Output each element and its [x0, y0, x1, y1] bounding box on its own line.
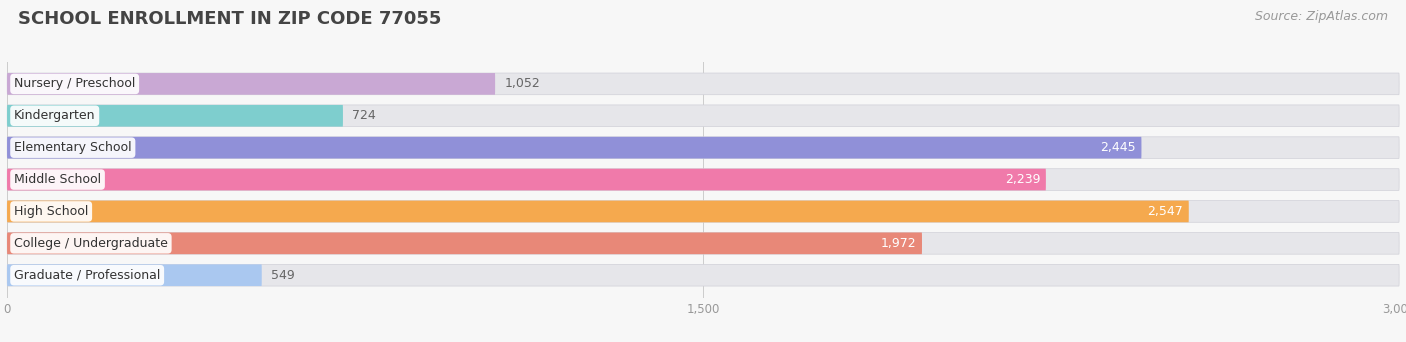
FancyBboxPatch shape [7, 169, 1399, 190]
FancyBboxPatch shape [7, 201, 1399, 222]
FancyBboxPatch shape [7, 73, 495, 95]
FancyBboxPatch shape [7, 137, 1142, 158]
FancyBboxPatch shape [7, 105, 343, 127]
Text: Source: ZipAtlas.com: Source: ZipAtlas.com [1254, 10, 1388, 23]
FancyBboxPatch shape [7, 105, 1399, 127]
FancyBboxPatch shape [7, 137, 1399, 158]
Text: 724: 724 [353, 109, 375, 122]
Text: 2,239: 2,239 [1005, 173, 1040, 186]
Text: 2,547: 2,547 [1147, 205, 1184, 218]
Text: 1,052: 1,052 [505, 77, 540, 90]
Text: SCHOOL ENROLLMENT IN ZIP CODE 77055: SCHOOL ENROLLMENT IN ZIP CODE 77055 [18, 10, 441, 28]
Text: High School: High School [14, 205, 89, 218]
Text: Graduate / Professional: Graduate / Professional [14, 269, 160, 282]
FancyBboxPatch shape [7, 233, 1399, 254]
FancyBboxPatch shape [7, 264, 1399, 286]
FancyBboxPatch shape [7, 201, 1189, 222]
FancyBboxPatch shape [7, 169, 1046, 190]
Text: Elementary School: Elementary School [14, 141, 132, 154]
Text: 549: 549 [271, 269, 295, 282]
Text: 2,445: 2,445 [1101, 141, 1136, 154]
FancyBboxPatch shape [7, 264, 262, 286]
Text: Kindergarten: Kindergarten [14, 109, 96, 122]
FancyBboxPatch shape [7, 73, 1399, 95]
Text: Middle School: Middle School [14, 173, 101, 186]
Text: 1,972: 1,972 [880, 237, 917, 250]
Text: College / Undergraduate: College / Undergraduate [14, 237, 167, 250]
Text: Nursery / Preschool: Nursery / Preschool [14, 77, 135, 90]
FancyBboxPatch shape [7, 233, 922, 254]
